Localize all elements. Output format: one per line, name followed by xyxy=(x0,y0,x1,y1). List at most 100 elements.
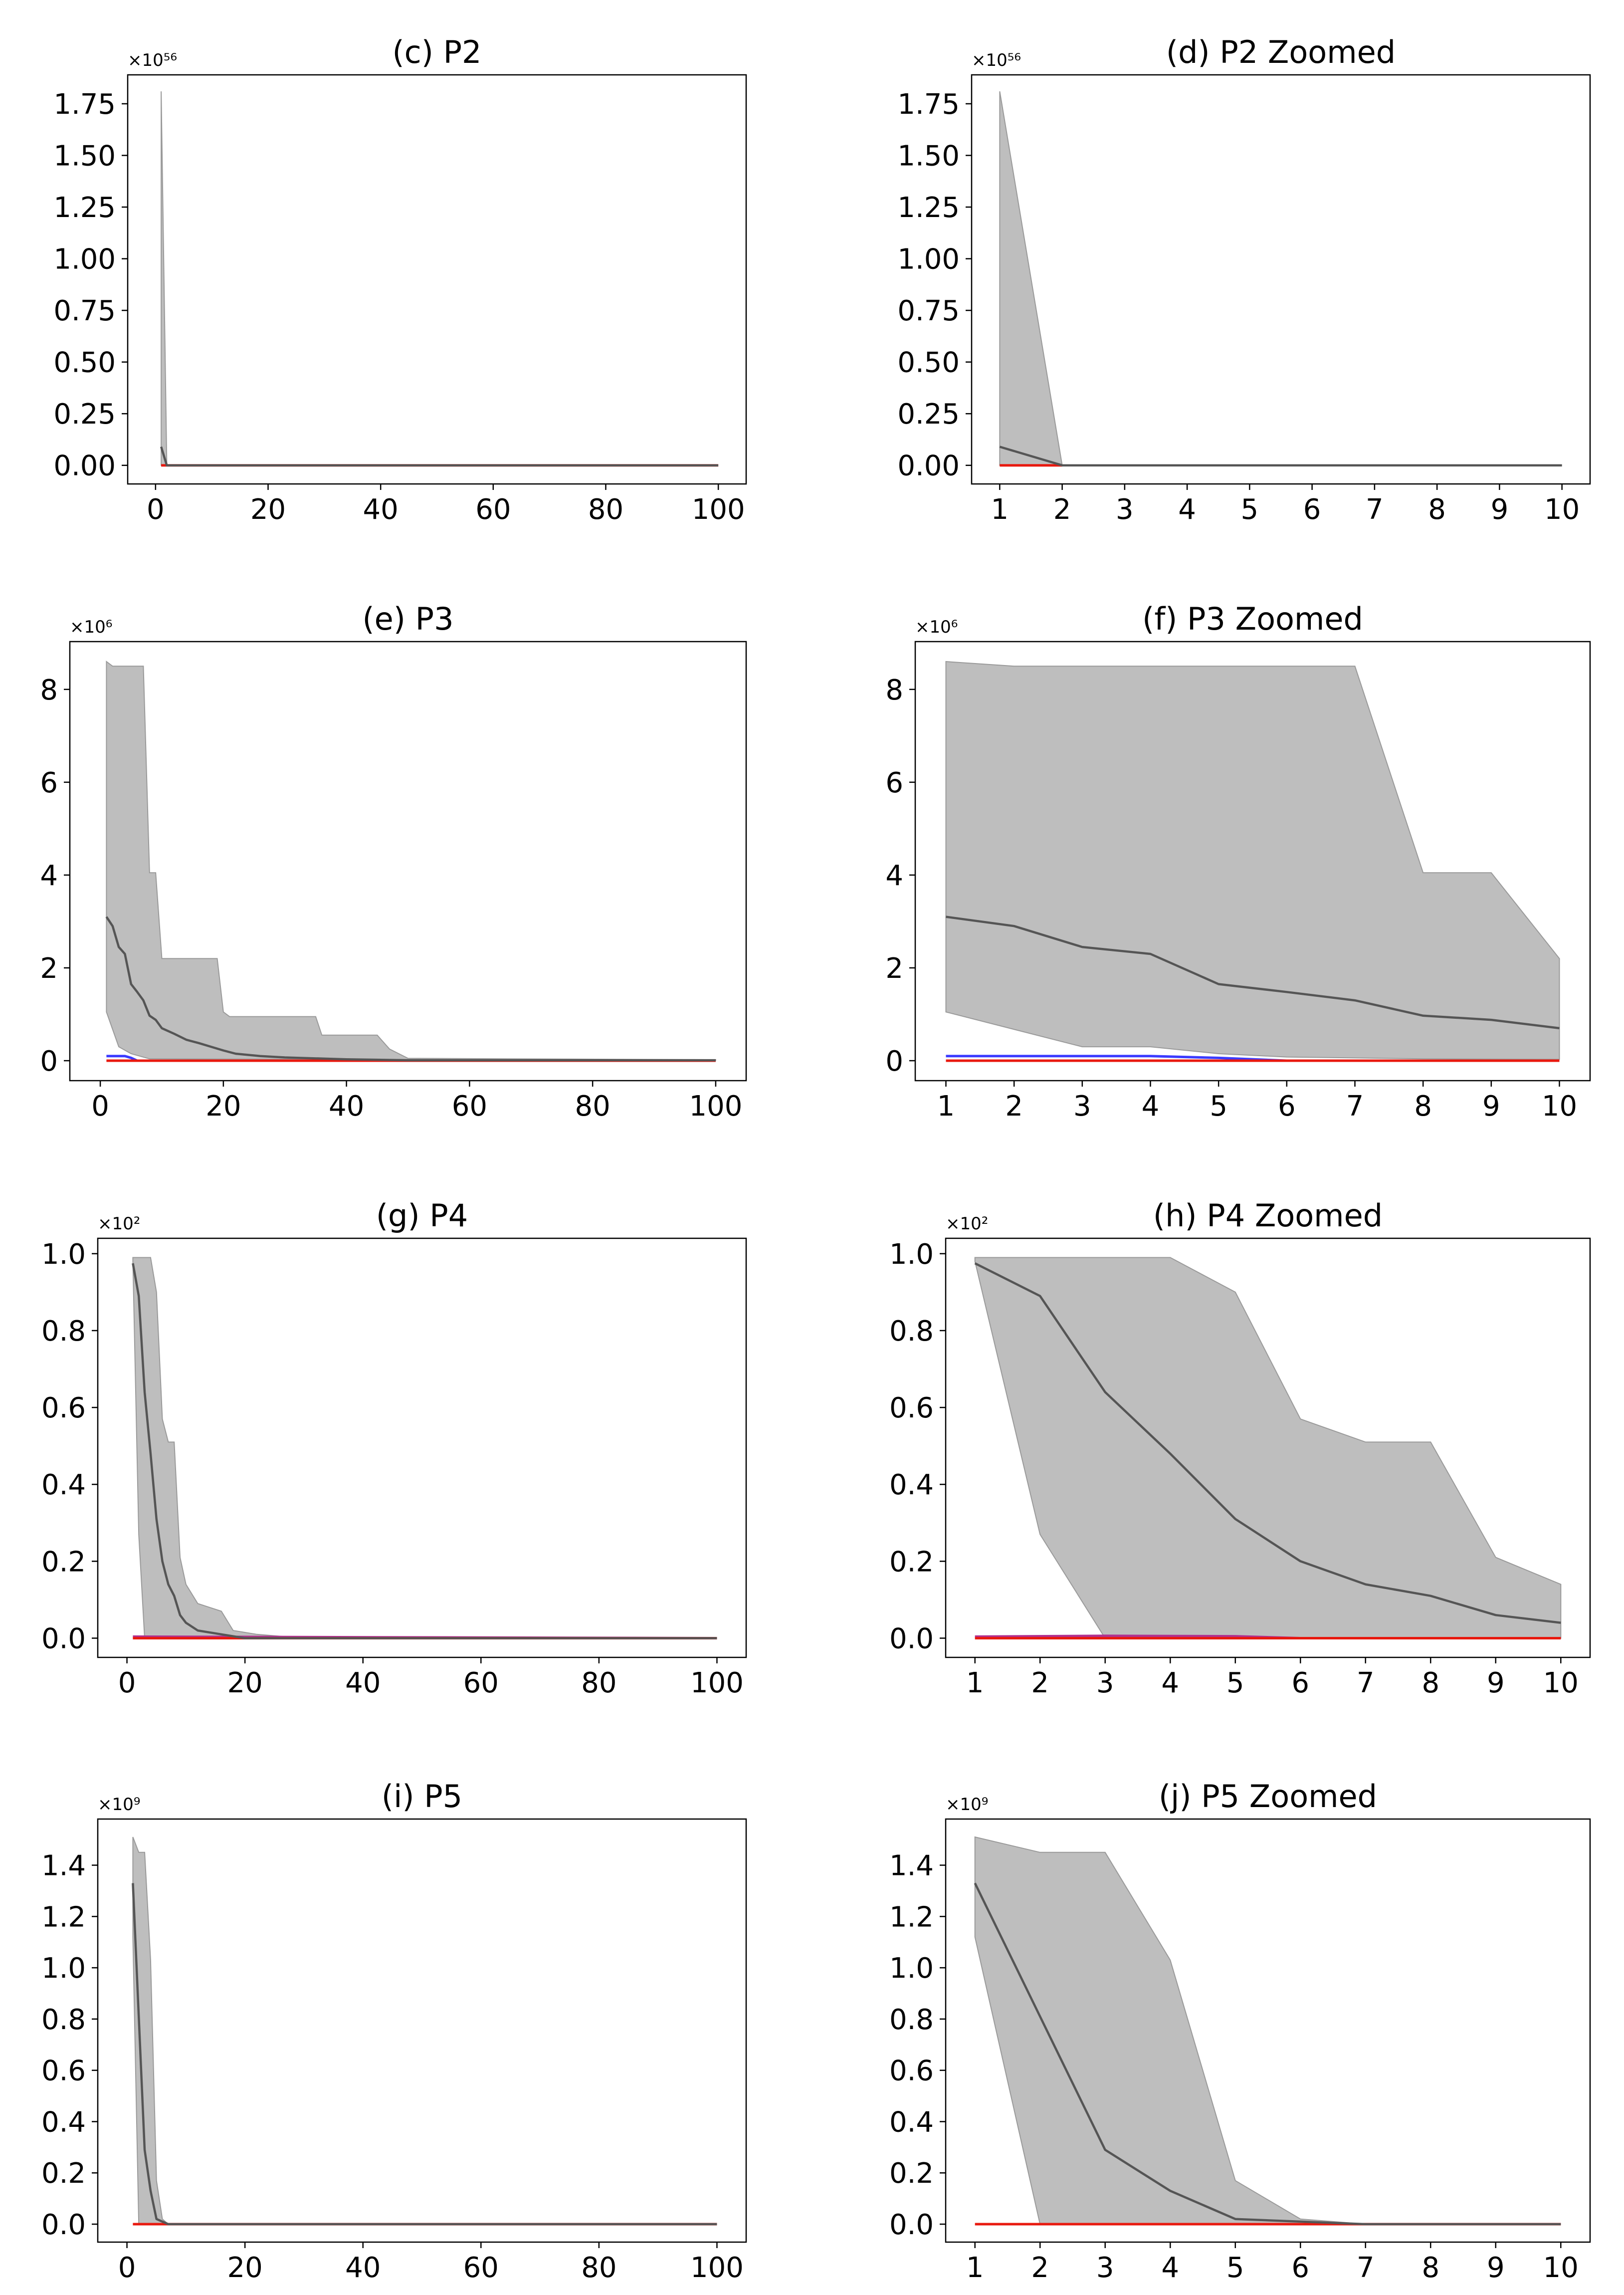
x-tick-label: 100 xyxy=(689,1090,742,1123)
mean-line xyxy=(132,1883,717,2226)
x-tick-label: 8 xyxy=(1414,1090,1432,1123)
y-tick-label: 0.8 xyxy=(889,2004,934,2036)
chart-g: 0 20 40 60 80 100 0.0 0.2 0.4 0.6 0.8 1.0 (g) P4 ×10² xyxy=(41,1197,747,1699)
chart-f: 1 2 3 4 5 6 7 8 9 10 0 2 4 6 8 (f) P3 Zoomed ×10⁶ xyxy=(885,601,1591,1123)
axes-frame xyxy=(945,1818,1591,2243)
x-tick-label: 6 xyxy=(1291,1667,1309,1699)
y-tick-label: 8 xyxy=(885,674,903,706)
x-tick-label: 0 xyxy=(91,1090,109,1123)
chart-i: 0 20 40 60 80 100 0.0 0.2 0.4 0.6 0.8 1.0 1.2 1.4 (i) … xyxy=(41,1778,747,2284)
axes-frame xyxy=(97,1237,747,1658)
y-tick-label: 0 xyxy=(885,1045,903,1078)
axis-multiplier: ×10⁹ xyxy=(946,1795,988,1815)
y-tick-label: 1.4 xyxy=(889,1850,934,1882)
y-tick-label: 0.50 xyxy=(53,347,116,379)
x-tick-label: 80 xyxy=(581,2252,616,2284)
y-tick-label: 0 xyxy=(40,1045,58,1078)
x-tick-label: 10 xyxy=(1544,493,1580,526)
x-tick-label: 9 xyxy=(1487,2252,1505,2284)
y-tick-label: 1.50 xyxy=(53,140,116,173)
plot-area xyxy=(132,1257,717,1639)
axes-frame xyxy=(97,1818,747,2243)
axes-frame xyxy=(971,74,1591,485)
y-tick-label: 0.0 xyxy=(41,2209,86,2241)
mean-line xyxy=(946,916,1560,1030)
chart-title: (d) P2 Zoomed xyxy=(1166,34,1396,70)
plot-area xyxy=(974,1257,1562,1639)
y-tick-label: 1.4 xyxy=(41,1850,86,1882)
x-tick-label: 9 xyxy=(1487,1667,1505,1699)
y-tick-label: 1.75 xyxy=(897,88,960,121)
x-tick-label: 2 xyxy=(1053,493,1071,526)
x-tick-label: 2 xyxy=(1031,2252,1049,2284)
mean-line xyxy=(105,916,716,1062)
y-tick-label: 0.4 xyxy=(41,2106,86,2138)
y-tick-label: 1.50 xyxy=(897,140,960,173)
x-tick-label: 6 xyxy=(1303,493,1321,526)
y-tick-label: 0.6 xyxy=(41,2055,86,2087)
y-tick-label: 2 xyxy=(885,952,903,985)
plot-area xyxy=(945,661,1560,1062)
x-tick-label: 10 xyxy=(1542,1090,1577,1123)
x-tick-label: 40 xyxy=(345,2252,381,2284)
x-tick-label: 20 xyxy=(227,2252,262,2284)
y-tick-label: 0.25 xyxy=(897,398,960,431)
chart-h: 1 2 3 4 5 6 7 8 9 10 0.0 0.2 0.4 0.6 0.8 1.0 (h) P4 Zoom… xyxy=(889,1197,1591,1699)
x-tick-label: 5 xyxy=(1210,1090,1227,1123)
x-tick-label: 100 xyxy=(690,2252,744,2284)
chart-j: 1 2 3 4 5 6 7 8 9 10 0.0 0.2 0.4 0.6 0.8 1.0 1.2 1.4 (j) P… xyxy=(889,1778,1591,2284)
x-tick-label: 80 xyxy=(575,1090,610,1123)
y-tick-label: 2 xyxy=(40,952,58,985)
x-tick-label: 10 xyxy=(1543,2252,1579,2284)
x-tick-label: 60 xyxy=(463,2252,499,2284)
chart-title: (g) P4 xyxy=(376,1197,468,1234)
axes-frame xyxy=(914,641,1591,1082)
x-tick-label: 7 xyxy=(1357,2252,1375,2284)
x-tick-label: 3 xyxy=(1073,1090,1091,1123)
axis-multiplier: ×10² xyxy=(946,1214,988,1234)
y-tick-label: 0.00 xyxy=(897,450,960,482)
x-tick-label: 40 xyxy=(345,1667,381,1699)
plot-area xyxy=(160,91,719,467)
range-band xyxy=(132,1257,717,1639)
x-tick-label: 7 xyxy=(1357,1667,1375,1699)
axis-multiplier: ×10⁵⁶ xyxy=(128,50,177,70)
mean-line xyxy=(974,1262,1561,1624)
plot-area xyxy=(974,1836,1561,2226)
y-tick-label: 1.2 xyxy=(41,1901,86,1933)
x-tick-label: 4 xyxy=(1142,1090,1160,1123)
x-tick-label: 20 xyxy=(205,1090,241,1123)
x-tick-label: 1 xyxy=(966,2252,984,2284)
y-tick-label: 0.8 xyxy=(41,2004,86,2036)
x-tick-label: 3 xyxy=(1096,2252,1114,2284)
axes-frame xyxy=(127,74,747,485)
chart-d: 1 2 3 4 5 6 7 8 9 10 0.00 0.25 0.50 0.75 1.00 1.25 1.50 1… xyxy=(897,34,1591,526)
y-tick-label: 0.25 xyxy=(53,398,116,431)
y-tick-label: 4 xyxy=(885,860,903,892)
y-tick-label: 6 xyxy=(40,767,58,799)
chart-title: (j) P5 Zoomed xyxy=(1159,1778,1377,1815)
y-tick-label: 1.0 xyxy=(41,1952,86,1985)
range-band xyxy=(161,91,719,466)
x-tick-label: 20 xyxy=(227,1667,262,1699)
x-tick-label: 4 xyxy=(1178,493,1196,526)
x-tick-label: 10 xyxy=(1543,1667,1579,1699)
y-tick-label: 1.0 xyxy=(41,1238,86,1271)
y-tick-label: 1.0 xyxy=(889,1952,934,1985)
range-band xyxy=(999,91,1562,466)
range-band xyxy=(974,1836,1561,2225)
y-tick-label: 0.0 xyxy=(41,1622,86,1655)
range-band xyxy=(945,661,1560,1060)
y-tick-label: 0.8 xyxy=(41,1315,86,1348)
y-tick-label: 6 xyxy=(885,767,903,799)
mean-line xyxy=(999,446,1562,466)
y-tick-label: 1.75 xyxy=(53,88,116,121)
x-tick-label: 6 xyxy=(1278,1090,1296,1123)
x-tick-label: 2 xyxy=(1031,1667,1049,1699)
y-tick-label: 0.2 xyxy=(41,2157,86,2190)
x-tick-label: 6 xyxy=(1291,2252,1309,2284)
plot-area xyxy=(105,660,716,1062)
chart-title: (c) P2 xyxy=(392,34,481,70)
y-tick-label: 0.2 xyxy=(889,1546,934,1578)
